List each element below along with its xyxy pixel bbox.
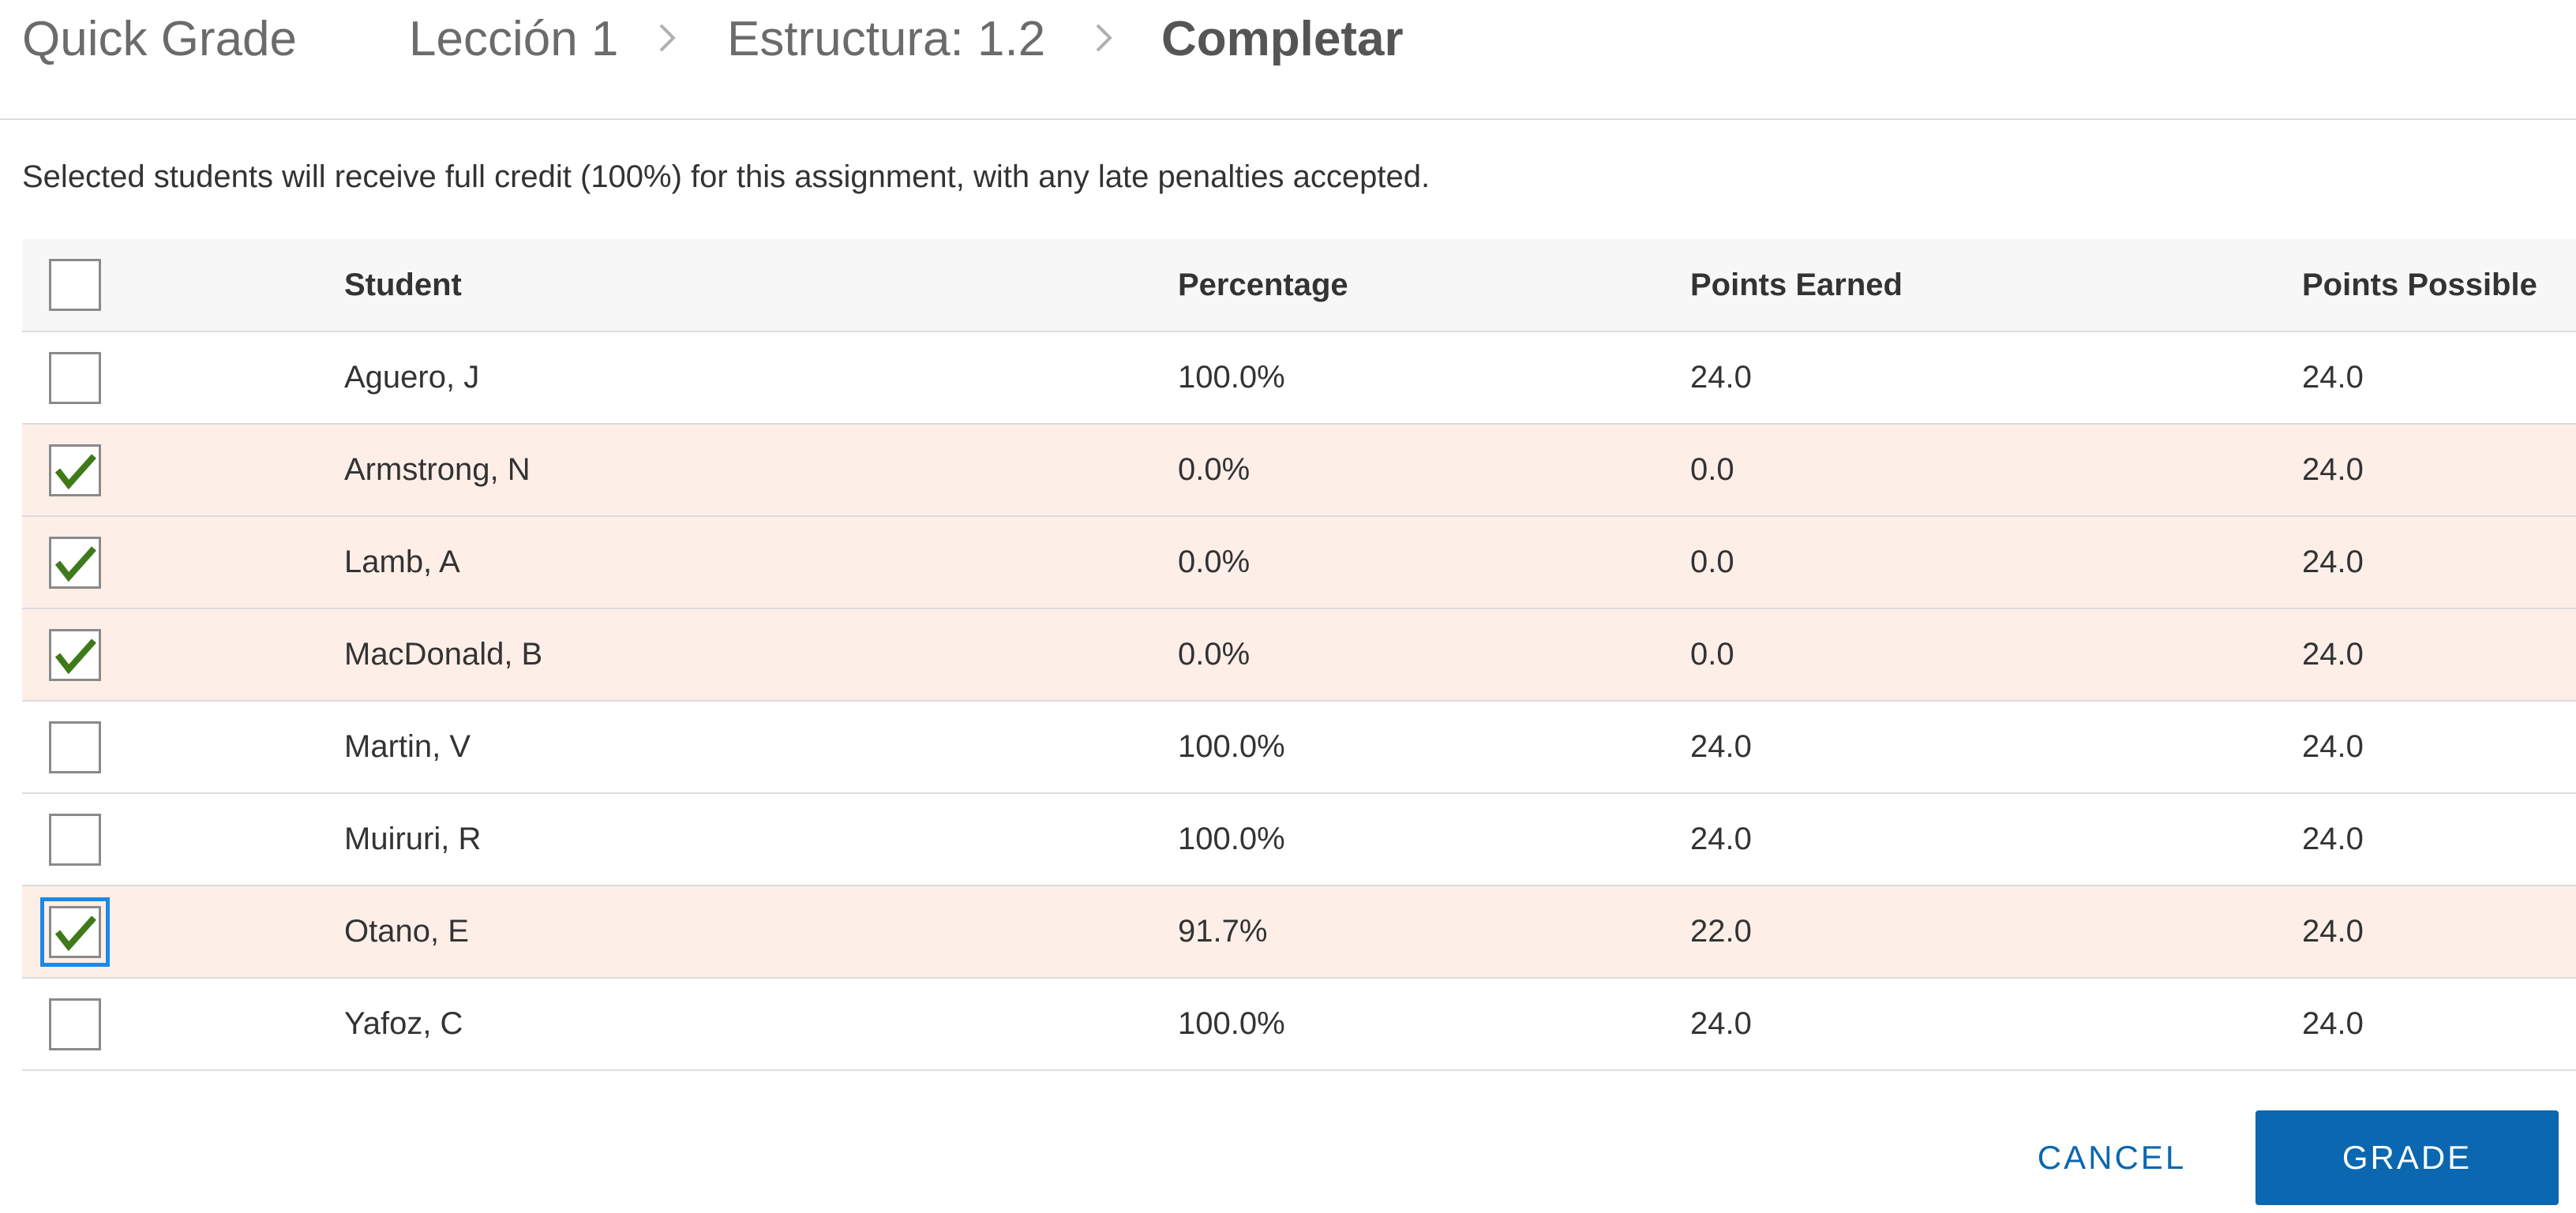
table-row[interactable]: Muiruri, R 100.0% 24.0 24.0 xyxy=(22,794,2576,886)
student-name: Armstrong, N xyxy=(344,452,531,487)
points-possible-value: 24.0 xyxy=(2302,452,2364,487)
points-possible-value: 24.0 xyxy=(2302,1006,2364,1041)
percentage-value: 91.7% xyxy=(1178,914,1268,949)
column-header-percentage[interactable]: Percentage xyxy=(1178,267,1348,302)
points-possible-value: 24.0 xyxy=(2302,360,2364,395)
column-header-points-earned[interactable]: Points Earned xyxy=(1690,267,1903,302)
table-row[interactable]: Martin, V 100.0% 24.0 24.0 xyxy=(22,702,2576,794)
select-all-checkbox[interactable] xyxy=(49,259,101,311)
points-earned-value: 0.0 xyxy=(1690,637,1734,672)
percentage-value: 100.0% xyxy=(1178,360,1285,395)
breadcrumb-item-structure[interactable]: Estructura: 1.2 xyxy=(727,12,1046,66)
breadcrumb-item-current: Completar xyxy=(1161,12,1404,66)
table-row[interactable]: Armstrong, N 0.0% 0.0 24.0 xyxy=(22,425,2576,517)
points-earned-value: 0.0 xyxy=(1690,545,1734,579)
table-row[interactable]: Lamb, A 0.0% 0.0 24.0 xyxy=(22,517,2576,609)
column-header-student[interactable]: Student xyxy=(344,267,462,302)
row-select-checkbox[interactable] xyxy=(49,351,101,404)
table-row[interactable]: Otano, E 91.7% 22.0 24.0 xyxy=(22,886,2576,979)
table-row[interactable]: MacDonald, B 0.0% 0.0 24.0 xyxy=(22,609,2576,702)
app-title: Quick Grade xyxy=(22,12,298,66)
points-possible-value: 24.0 xyxy=(2302,729,2364,764)
row-select-checkbox[interactable] xyxy=(49,444,101,496)
chevron-right-icon xyxy=(657,22,677,54)
points-earned-value: 24.0 xyxy=(1690,822,1752,856)
percentage-value: 100.0% xyxy=(1178,729,1285,764)
cancel-button[interactable]: CANCEL xyxy=(2037,1139,2187,1176)
chevron-right-icon xyxy=(1093,22,1114,54)
percentage-value: 100.0% xyxy=(1178,1006,1285,1041)
row-select-checkbox[interactable] xyxy=(49,813,101,866)
table-header-row: Student Percentage Points Earned Points … xyxy=(22,239,2576,332)
row-select-checkbox[interactable] xyxy=(49,721,101,773)
points-earned-value: 0.0 xyxy=(1690,452,1734,487)
breadcrumb-item-lesson[interactable]: Lección 1 xyxy=(409,12,619,66)
students-table: Student Percentage Points Earned Points … xyxy=(22,239,2576,1071)
percentage-value: 0.0% xyxy=(1178,637,1251,672)
student-name: Otano, E xyxy=(344,914,469,949)
row-select-checkbox[interactable] xyxy=(49,998,101,1050)
page-header: Quick Grade Lección 1 Estructura: 1.2 Co… xyxy=(0,0,2576,120)
student-name: Aguero, J xyxy=(344,360,480,395)
points-earned-value: 22.0 xyxy=(1690,914,1752,949)
points-earned-value: 24.0 xyxy=(1690,729,1752,764)
percentage-value: 0.0% xyxy=(1178,545,1251,579)
points-earned-value: 24.0 xyxy=(1690,1006,1752,1041)
row-select-checkbox[interactable] xyxy=(49,536,101,589)
row-select-checkbox[interactable] xyxy=(49,628,101,681)
table-row[interactable]: Aguero, J 100.0% 24.0 24.0 xyxy=(22,332,2576,425)
student-name: MacDonald, B xyxy=(344,637,543,672)
percentage-value: 100.0% xyxy=(1178,822,1285,856)
column-header-points-possible[interactable]: Points Possible xyxy=(2302,267,2537,302)
percentage-value: 0.0% xyxy=(1178,452,1251,487)
student-name: Muiruri, R xyxy=(344,822,482,856)
row-select-checkbox[interactable] xyxy=(40,897,110,967)
grade-button[interactable]: GRADE xyxy=(2255,1110,2559,1205)
instructions-text: Selected students will receive full cred… xyxy=(22,159,1430,194)
table-row[interactable]: Yafoz, C 100.0% 24.0 24.0 xyxy=(22,979,2576,1071)
points-possible-value: 24.0 xyxy=(2302,637,2364,672)
points-possible-value: 24.0 xyxy=(2302,822,2364,856)
student-name: Lamb, A xyxy=(344,545,460,579)
points-earned-value: 24.0 xyxy=(1690,360,1752,395)
student-name: Yafoz, C xyxy=(344,1006,463,1041)
points-possible-value: 24.0 xyxy=(2302,545,2364,579)
student-name: Martin, V xyxy=(344,729,471,764)
points-possible-value: 24.0 xyxy=(2302,914,2364,949)
